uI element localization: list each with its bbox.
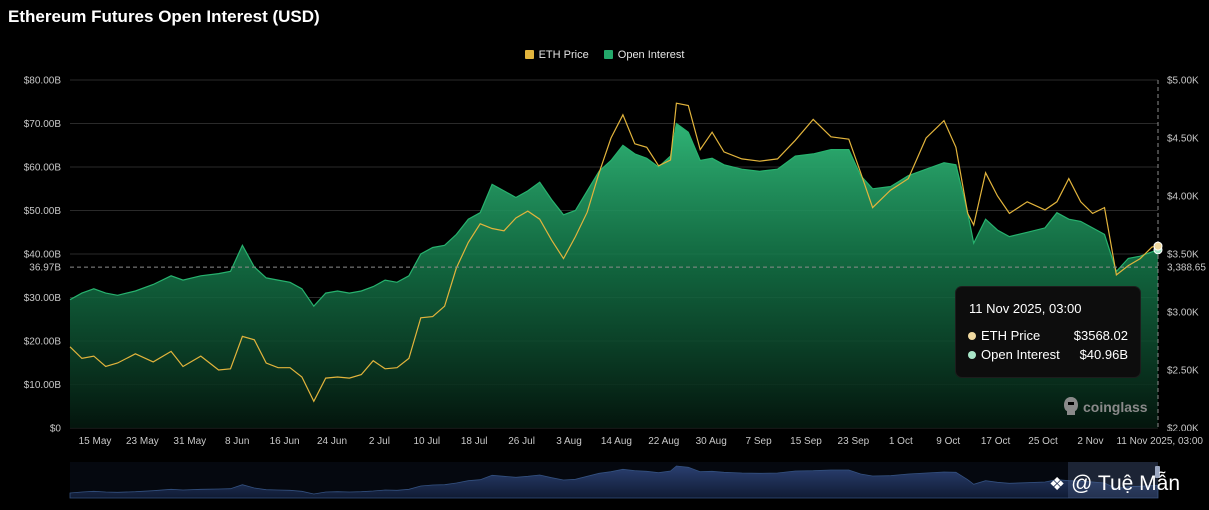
credit-text: @ Tuệ Mẫn [1071,472,1181,495]
right-tick-label: $3.00K [1167,308,1199,319]
right-tick-label: $4.00K [1167,192,1199,203]
navigator-series [69,465,1159,499]
x-tick-label: 15 Sep [790,436,822,447]
coinglass-watermark: coinglass [1062,396,1148,416]
tooltip-value: $3568.02 [1073,328,1128,343]
legend: ETH Price Open Interest [0,49,1209,61]
x-tick-label: 31 May [173,436,206,447]
x-tick-label: 14 Aug [601,436,632,447]
crosshair-x-label: 11 Nov 2025, 03:00 [1116,436,1203,447]
x-tick-label: 7 Sep [746,436,773,447]
left-tick-label: $20.00B [24,337,62,348]
watermark-text: coinglass [1083,399,1148,415]
right-tick-label: $5.00K [1167,76,1199,87]
legend-item-open-interest[interactable]: Open Interest [603,49,685,61]
left-y-axis: $0 $10.00B $20.00B $30.00B $40.00B $50.00B $60… [24,76,62,435]
legend-label-eth-price: ETH Price [538,49,589,61]
navigator-handle [1155,466,1160,478]
tooltip-row-open-interest: Open Interest $40.96B [968,347,1128,365]
x-tick-label: 2 Nov [1077,436,1103,447]
left-tick-label: $80.00B [24,76,62,87]
left-tick-label: $70.00B [24,119,62,130]
tooltip-label: ETH Price [981,328,1041,343]
right-tick-label: $4.50K [1167,134,1199,145]
x-tick-label: 2 Jul [369,436,390,447]
right-tick-label: $2.00K [1167,424,1199,435]
open-interest-area [70,123,1158,428]
x-axis: 15 May 23 May 31 May 8 Jun 16 Jun 24 Jun 2 Jul… [79,436,1104,447]
tooltip: 11 Nov 2025, 03:00 ETH Price $3568.02 Op… [956,287,1140,377]
x-tick-label: 9 Oct [936,436,960,447]
left-tick-label: $50.00B [24,206,62,217]
author-credit: ❖ @ Tuệ Mẫn [1049,472,1180,496]
open-interest-swatch [603,50,613,59]
x-tick-label: 1 Oct [889,436,913,447]
range-navigator[interactable] [69,462,1160,499]
coinglass-logo-icon [1064,397,1078,415]
x-tick-label: 8 Jun [225,436,249,447]
tooltip-value: $40.96B [1079,347,1128,362]
crosshair-y2-label: 3,388.65 [1167,262,1206,273]
diamond-logo-icon: ❖ [1049,474,1066,494]
tooltip-label: Open Interest [981,347,1060,362]
legend-item-eth-price[interactable]: ETH Price [524,49,589,61]
x-tick-label: 15 May [79,436,112,447]
x-tick-label: 23 May [126,436,159,447]
left-tick-label: $60.00B [24,163,62,174]
open-interest-dot [968,351,976,359]
right-tick-label: $2.50K [1167,366,1199,377]
left-tick-label: $10.00B [24,380,62,391]
x-tick-label: 30 Aug [696,436,727,447]
x-tick-label: 16 Jun [270,436,300,447]
eth-price-line [69,102,1159,403]
eth-price-dot [968,332,976,340]
x-tick-label: 25 Oct [1028,436,1058,447]
right-y-axis: $2.00K $2.50K $3.00K $3.50K $4.00K $4.50K $5.0… [1167,76,1199,435]
crosshair-y-label: 36.97B [29,263,61,274]
x-tick-label: 10 Jul [413,436,440,447]
x-tick-label: 23 Sep [838,436,870,447]
navigator-selection [1068,462,1158,498]
left-tick-label: $40.00B [24,250,62,261]
x-tick-label: 3 Aug [556,436,582,447]
tooltip-row-eth-price: ETH Price $3568.02 [968,328,1128,346]
x-tick-label: 26 Jul [508,436,535,447]
x-tick-label: 22 Aug [648,436,679,447]
crosshair-x-label-bg [1112,431,1209,447]
right-tick-label: $3.50K [1167,250,1199,261]
crosshair: 36.97B 3,388.65 11 Nov 2025, 03:00 [0,80,1209,447]
x-tick-label: 17 Oct [981,436,1011,447]
chart-title: Ethereum Futures Open Interest (USD) [8,7,320,26]
tooltip-title: 11 Nov 2025, 03:00 [969,301,1082,316]
left-tick-label: $0 [50,424,62,435]
left-tick-label: $30.00B [24,293,62,304]
legend-label-open-interest: Open Interest [617,49,685,61]
x-tick-label: 18 Jul [461,436,488,447]
hover-markers [1153,241,1163,255]
crosshair-y2-label-bg [1162,259,1209,274]
eth-price-marker [1153,241,1163,251]
eth-price-swatch [524,50,534,59]
crosshair-y-label-bg [0,260,68,275]
x-tick-label: 24 Jun [317,436,347,447]
